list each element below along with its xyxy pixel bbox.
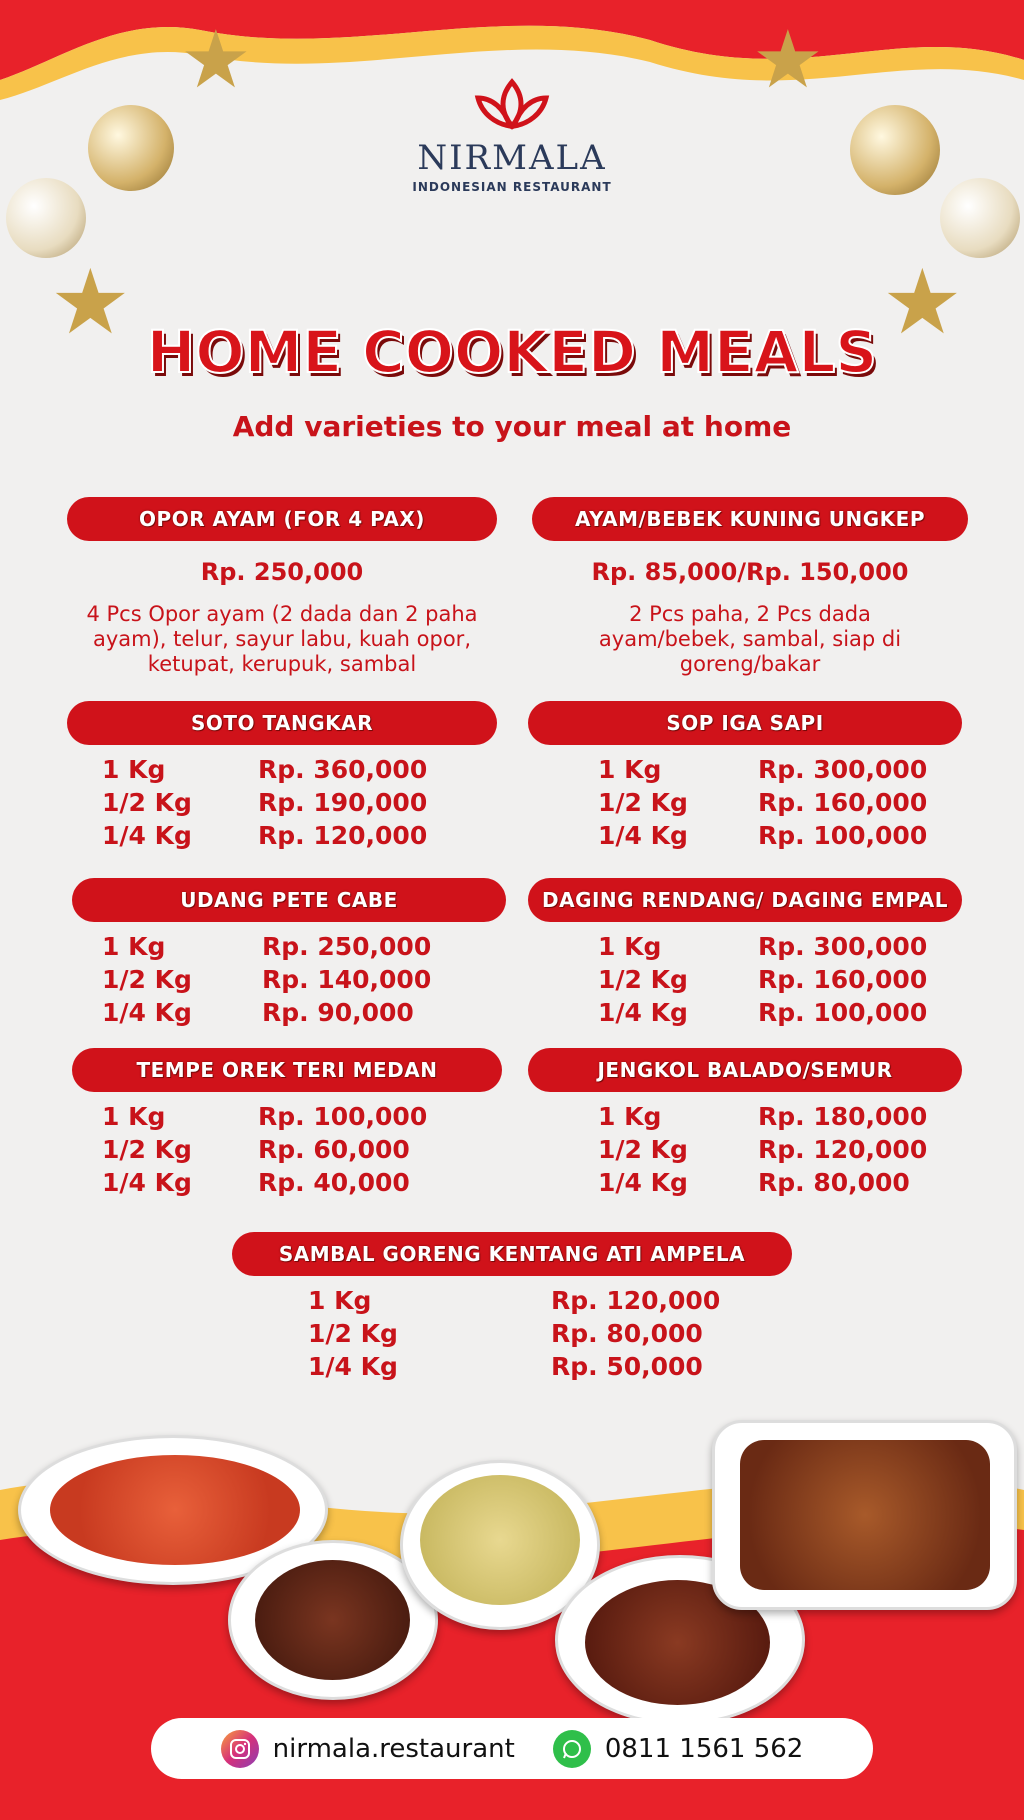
price-row: 1 Kg Rp. 360,000 (0, 753, 1024, 786)
instagram-icon[interactable] (220, 1729, 259, 1768)
portion-price: Rp. 100,000 (258, 1102, 428, 1131)
price-row: 1/2 Kg Rp. 140,000 (0, 963, 1024, 996)
portion-price: Rp. 190,000 (258, 788, 428, 817)
portion-size: 1/4 Kg (102, 1168, 192, 1197)
price-row: 1 Kg Rp. 180,000 (0, 1100, 1024, 1133)
portion-size: 1/2 Kg (598, 1135, 688, 1164)
portion-size: 1/2 Kg (102, 788, 192, 817)
portion-price: Rp. 80,000 (758, 1168, 910, 1197)
portion-size: 1 Kg (102, 932, 166, 961)
portion-price: Rp. 160,000 (758, 965, 928, 994)
price-row: 1/4 Kg Rp. 90,000 (0, 996, 1024, 1029)
portion-price: Rp. 300,000 (758, 755, 928, 784)
portion-size: 1 Kg (598, 932, 662, 961)
price-opor-ayam: Rp. 250,000 (200, 558, 364, 586)
portion-size: 1/4 Kg (598, 1168, 688, 1197)
price-row: 1 Kg Rp. 250,000 (0, 930, 1024, 963)
menu-header: JENGKOL BALADO/SEMUR (528, 1048, 962, 1092)
portion-price: Rp. 100,000 (758, 998, 928, 1027)
menu-header-opor-ayam: OPOR AYAM (FOR 4 PAX) (67, 497, 497, 541)
portion-size: 1/4 Kg (102, 821, 192, 850)
price-row: 1/4 Kg Rp. 50,000 (0, 1350, 1024, 1383)
menu-header: SOP IGA SAPI (528, 701, 962, 745)
portion-price: Rp. 250,000 (262, 932, 432, 961)
portion-price: Rp. 100,000 (758, 821, 928, 850)
description-ayam-bebek: 2 Pcs paha, 2 Pcs dada ayam/bebek, samba… (598, 602, 902, 676)
page-title: HOME COOKED MEALS (146, 317, 878, 387)
portion-price: Rp. 120,000 (758, 1135, 928, 1164)
price-row: 1 Kg Rp. 300,000 (0, 930, 1024, 963)
price-row: 1/4 Kg Rp. 120,000 (0, 819, 1024, 852)
portion-price: Rp. 50,000 (551, 1352, 703, 1381)
portion-size: 1 Kg (308, 1286, 372, 1315)
brand-tagline: INDONESIAN RESTAURANT (412, 180, 612, 194)
portion-size: 1 Kg (598, 755, 662, 784)
portion-price: Rp. 120,000 (551, 1286, 721, 1315)
whatsapp-icon[interactable] (552, 1729, 591, 1768)
contact-bar: nirmala.restaurant 0811 1561 562 (151, 1718, 873, 1779)
page-subtitle: Add varieties to your meal at home (232, 410, 792, 443)
portion-size: 1 Kg (598, 1102, 662, 1131)
price-row: 1/4 Kg Rp. 100,000 (0, 996, 1024, 1029)
top-wave-decoration (0, 0, 1024, 100)
price-row: 1/2 Kg Rp. 160,000 (0, 963, 1024, 996)
price-row: 1/4 Kg Rp. 80,000 (0, 1166, 1024, 1199)
portion-price: Rp. 300,000 (758, 932, 928, 961)
portion-size: 1/2 Kg (102, 1135, 192, 1164)
price-row: 1/2 Kg Rp. 160,000 (0, 786, 1024, 819)
portion-size: 1/2 Kg (308, 1319, 398, 1348)
portion-price: Rp. 40,000 (258, 1168, 410, 1197)
portion-price: Rp. 140,000 (262, 965, 432, 994)
menu-header: DAGING RENDANG/ DAGING EMPAL (528, 878, 962, 922)
portion-price: Rp. 60,000 (258, 1135, 410, 1164)
price-row: 1/2 Kg Rp. 120,000 (0, 1133, 1024, 1166)
description-opor-ayam: 4 Pcs Opor ayam (2 dada dan 2 paha ayam)… (86, 602, 478, 676)
portion-size: 1 Kg (102, 755, 166, 784)
menu-header-ayam-bebek: AYAM/BEBEK KUNING UNGKEP (532, 497, 968, 541)
lotus-logo-icon (0, 78, 1024, 142)
portion-price: Rp. 120,000 (258, 821, 428, 850)
portion-size: 1/2 Kg (598, 788, 688, 817)
portion-size: 1/4 Kg (102, 998, 192, 1027)
portion-size: 1 Kg (102, 1102, 166, 1131)
portion-size: 1/4 Kg (308, 1352, 398, 1381)
portion-price: Rp. 160,000 (758, 788, 928, 817)
portion-size: 1/4 Kg (598, 821, 688, 850)
price-row: 1/4 Kg Rp. 100,000 (0, 819, 1024, 852)
price-ayam-bebek: Rp. 85,000/Rp. 150,000 (591, 558, 909, 586)
portion-size: 1/2 Kg (102, 965, 192, 994)
portion-price: Rp. 180,000 (758, 1102, 928, 1131)
portion-price: Rp. 90,000 (262, 998, 414, 1027)
portion-size: 1/4 Kg (598, 998, 688, 1027)
instagram-handle[interactable]: nirmala.restaurant (272, 1733, 515, 1764)
price-row: 1/2 Kg Rp. 60,000 (0, 1133, 1024, 1166)
portion-price: Rp. 80,000 (551, 1319, 703, 1348)
menu-header: SAMBAL GORENG KENTANG ATI AMPELA (232, 1232, 792, 1276)
price-row: 1/2 Kg Rp. 80,000 (0, 1317, 1024, 1350)
menu-header: TEMPE OREK TERI MEDAN (72, 1048, 502, 1092)
phone-number[interactable]: 0811 1561 562 (604, 1733, 804, 1764)
price-row: 1/4 Kg Rp. 40,000 (0, 1166, 1024, 1199)
menu-header: UDANG PETE CABE (72, 878, 506, 922)
menu-header: SOTO TANGKAR (67, 701, 497, 745)
brand-name: NIRMALA (417, 138, 607, 178)
price-row: 1 Kg Rp. 100,000 (0, 1100, 1024, 1133)
price-row: 1 Kg Rp. 120,000 (0, 1284, 1024, 1317)
portion-price: Rp. 360,000 (258, 755, 428, 784)
price-row: 1 Kg Rp. 300,000 (0, 753, 1024, 786)
portion-size: 1/2 Kg (598, 965, 688, 994)
price-row: 1/2 Kg Rp. 190,000 (0, 786, 1024, 819)
